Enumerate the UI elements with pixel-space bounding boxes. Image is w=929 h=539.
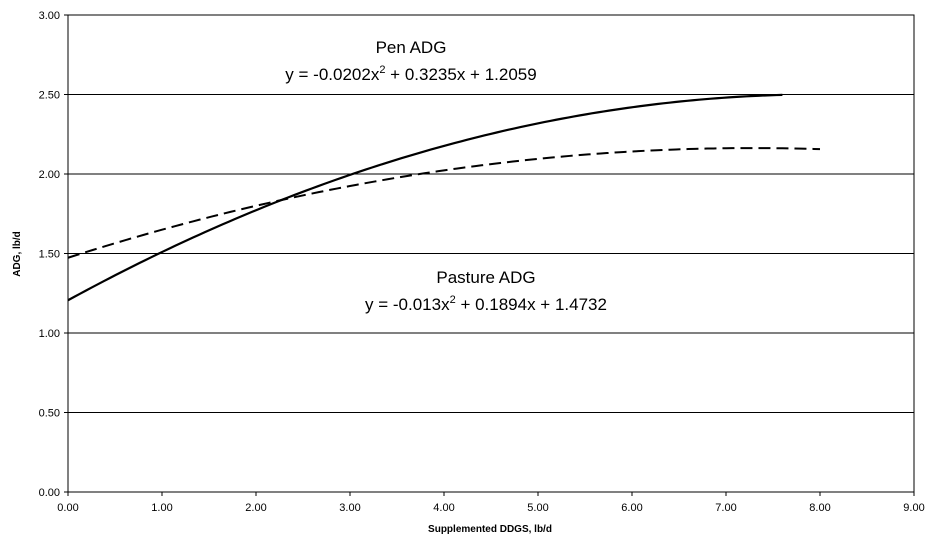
x-axis-title: Supplemented DDGS, lb/d: [428, 524, 552, 535]
y-tick-labels: 0.00 0.50 1.00 1.50 2.00 2.50 3.00: [39, 10, 68, 499]
x-tick-label: 7.00: [715, 502, 736, 514]
x-tick-label: 6.00: [621, 502, 642, 514]
y-tick-label: 2.50: [39, 90, 60, 102]
y-tick-label: 2.00: [39, 169, 60, 181]
pasture-equation: y = -0.013x2 + 0.1894x + 1.4732: [365, 294, 607, 314]
x-tick-label: 8.00: [809, 502, 830, 514]
x-tick-label: 1.00: [151, 502, 172, 514]
y-tick-label: 3.00: [39, 10, 60, 22]
y-tick-label: 0.50: [39, 408, 60, 420]
series-line-pen-adg: [67, 93, 783, 302]
x-tick-label: 2.00: [245, 502, 266, 514]
series-line-pasture-adg: [67, 147, 821, 259]
x-tick-label: 3.00: [339, 502, 360, 514]
x-tick-labels: 0.00 1.00 2.00 3.00 4.00 5.00 6.00 7.00 8.00 9.00: [57, 492, 925, 514]
series-lines: [67, 93, 821, 302]
x-tick-label: 4.00: [433, 502, 454, 514]
x-tick-label: 0.00: [57, 502, 78, 514]
y-tick-label: 1.00: [39, 328, 60, 340]
x-tick-label: 9.00: [903, 502, 924, 514]
pen-series-label: Pen ADG: [376, 38, 447, 57]
pasture-series-label: Pasture ADG: [436, 268, 535, 287]
y-tick-label: 1.50: [39, 249, 60, 261]
pen-equation: y = -0.0202x2 + 0.3235x + 1.2059: [285, 64, 536, 84]
y-axis-title: ADG, lb/d: [12, 231, 23, 277]
x-tick-label: 5.00: [527, 502, 548, 514]
y-tick-label: 0.00: [39, 487, 60, 499]
